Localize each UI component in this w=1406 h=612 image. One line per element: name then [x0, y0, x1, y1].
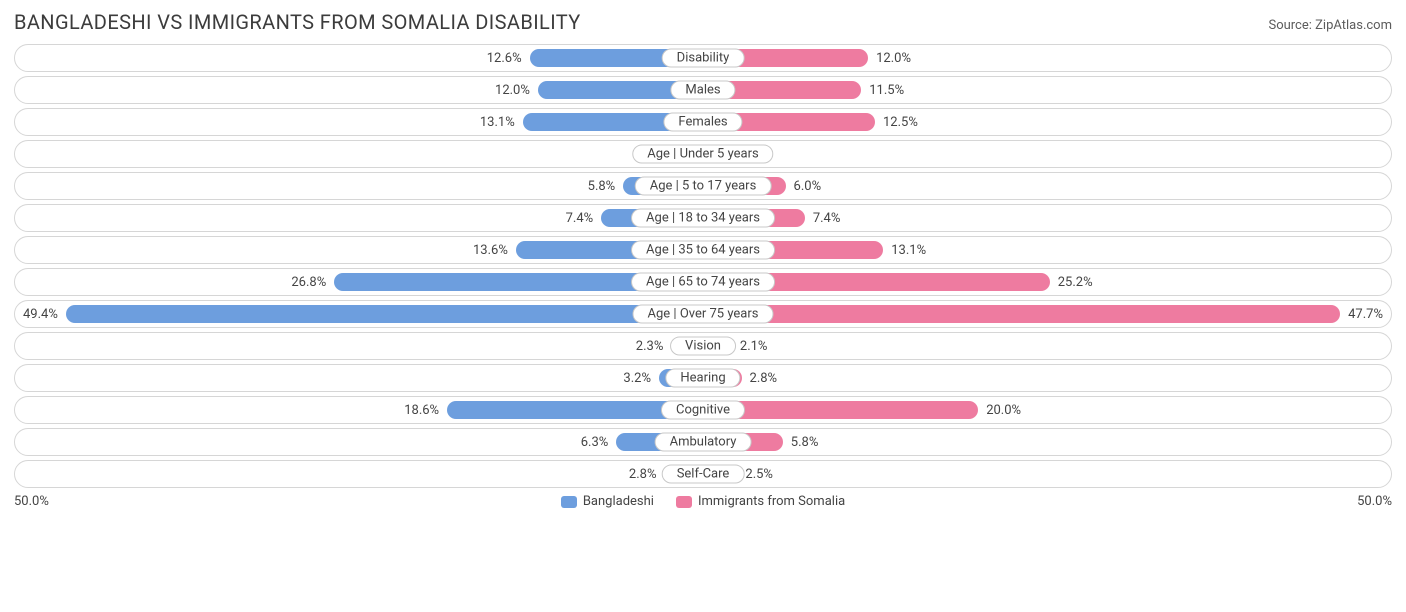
- category-label: Self-Care: [662, 465, 745, 484]
- row-right-half: 5.8%: [703, 429, 1391, 455]
- row-left-half: 6.3%: [15, 429, 703, 455]
- value-right: 2.8%: [742, 371, 786, 386]
- bar-left: [66, 305, 703, 323]
- chart-source: Source: ZipAtlas.com: [1268, 18, 1392, 33]
- row-right-half: 20.0%: [703, 397, 1391, 423]
- chart-row: 12.0% 11.5% Males: [14, 76, 1392, 104]
- chart-row: 3.2% 2.8%Hearing: [14, 364, 1392, 392]
- value-left: 26.8%: [283, 275, 334, 290]
- chart-row: 6.3% 5.8% Ambulatory: [14, 428, 1392, 456]
- chart-row: 49.4% 47.7% Age | Over 75 years: [14, 300, 1392, 328]
- category-label: Age | 5 to 17 years: [635, 177, 772, 196]
- axis-max-left: 50.0%: [14, 494, 49, 509]
- value-left: 7.4%: [558, 211, 602, 226]
- value-right: 12.0%: [868, 51, 919, 66]
- legend-label-right: Immigrants from Somalia: [698, 494, 845, 509]
- chart-row: 18.6% 20.0% Cognitive: [14, 396, 1392, 424]
- row-left-half: 13.6%: [15, 237, 703, 263]
- row-right-half: 2.1%: [703, 333, 1391, 359]
- category-label: Females: [663, 113, 742, 132]
- chart-row: 12.6% 12.0% Disability: [14, 44, 1392, 72]
- value-left: 2.8%: [621, 467, 665, 482]
- category-label: Age | 35 to 64 years: [631, 241, 775, 260]
- value-left: 12.6%: [479, 51, 530, 66]
- row-right-half: 12.0%: [703, 45, 1391, 71]
- row-left-half: 12.6%: [15, 45, 703, 71]
- chart-row: 5.8% 6.0% Age | 5 to 17 years: [14, 172, 1392, 200]
- value-left: 12.0%: [487, 83, 538, 98]
- diverging-bar-chart: 12.6% 12.0% Disability 12.0% 11.5% Males 13.1%…: [14, 44, 1392, 488]
- row-left-half: 12.0%: [15, 77, 703, 103]
- row-left-half: 13.1%: [15, 109, 703, 135]
- category-label: Age | Under 5 years: [632, 145, 773, 164]
- category-label: Males: [670, 81, 735, 100]
- value-right: 20.0%: [978, 403, 1029, 418]
- chart-row: 1.3%1.3%Age | Under 5 years: [14, 140, 1392, 168]
- value-left: 3.2%: [615, 371, 659, 386]
- row-right-half: 25.2%: [703, 269, 1391, 295]
- row-right-half: 7.4%: [703, 205, 1391, 231]
- row-left-half: 3.2%: [15, 365, 703, 391]
- value-left: 2.3%: [628, 339, 672, 354]
- category-label: Age | 65 to 74 years: [631, 273, 775, 292]
- row-right-half: 47.7%: [703, 301, 1391, 327]
- row-right-half: 12.5%: [703, 109, 1391, 135]
- bar-right: [703, 305, 1340, 323]
- row-right-half: 2.8%: [703, 365, 1391, 391]
- value-right: 7.4%: [805, 211, 849, 226]
- row-right-half: 2.5%: [703, 461, 1391, 487]
- category-label: Age | Over 75 years: [633, 305, 774, 324]
- category-label: Ambulatory: [655, 433, 752, 452]
- category-label: Vision: [670, 337, 736, 356]
- row-left-half: 2.8%: [15, 461, 703, 487]
- chart-row: 13.1% 12.5% Females: [14, 108, 1392, 136]
- row-right-half: 13.1%: [703, 237, 1391, 263]
- legend-swatch-left: [561, 496, 577, 508]
- category-label: Hearing: [665, 369, 740, 388]
- value-left: 13.6%: [465, 243, 516, 258]
- chart-row: 2.3% 2.1%Vision: [14, 332, 1392, 360]
- category-label: Age | 18 to 34 years: [631, 209, 775, 228]
- value-right: 47.7%: [1340, 307, 1391, 322]
- value-left: 18.6%: [396, 403, 447, 418]
- chart-row: 26.8% 25.2% Age | 65 to 74 years: [14, 268, 1392, 296]
- chart-header: BANGLADESHI VS IMMIGRANTS FROM SOMALIA D…: [14, 10, 1392, 34]
- value-left: 49.4%: [15, 307, 66, 322]
- row-right-half: 1.3%: [703, 141, 1391, 167]
- row-left-half: 1.3%: [15, 141, 703, 167]
- value-right: 12.5%: [875, 115, 926, 130]
- row-left-half: 49.4%: [15, 301, 703, 327]
- row-right-half: 6.0%: [703, 173, 1391, 199]
- chart-row: 2.8% 2.5%Self-Care: [14, 460, 1392, 488]
- legend-label-left: Bangladeshi: [583, 494, 654, 509]
- legend-item-left: Bangladeshi: [561, 494, 654, 509]
- value-right: 25.2%: [1050, 275, 1101, 290]
- value-right: 2.1%: [732, 339, 776, 354]
- chart-row: 13.6% 13.1% Age | 35 to 64 years: [14, 236, 1392, 264]
- row-left-half: 18.6%: [15, 397, 703, 423]
- legend: Bangladeshi Immigrants from Somalia: [49, 494, 1357, 509]
- value-left: 5.8%: [580, 179, 624, 194]
- row-right-half: 11.5%: [703, 77, 1391, 103]
- value-left: 6.3%: [573, 435, 617, 450]
- value-right: 6.0%: [786, 179, 830, 194]
- value-right: 5.8%: [783, 435, 827, 450]
- value-right: 13.1%: [883, 243, 934, 258]
- row-left-half: 2.3%: [15, 333, 703, 359]
- category-label: Cognitive: [661, 401, 745, 420]
- chart-row: 7.4% 7.4% Age | 18 to 34 years: [14, 204, 1392, 232]
- value-left: 13.1%: [472, 115, 523, 130]
- chart-footer: 50.0% Bangladeshi Immigrants from Somali…: [14, 494, 1392, 509]
- row-left-half: 7.4%: [15, 205, 703, 231]
- chart-title: BANGLADESHI VS IMMIGRANTS FROM SOMALIA D…: [14, 10, 581, 34]
- axis-max-right: 50.0%: [1357, 494, 1392, 509]
- category-label: Disability: [662, 49, 745, 68]
- value-right: 11.5%: [861, 83, 912, 98]
- legend-item-right: Immigrants from Somalia: [676, 494, 845, 509]
- legend-swatch-right: [676, 496, 692, 508]
- row-left-half: 5.8%: [15, 173, 703, 199]
- row-left-half: 26.8%: [15, 269, 703, 295]
